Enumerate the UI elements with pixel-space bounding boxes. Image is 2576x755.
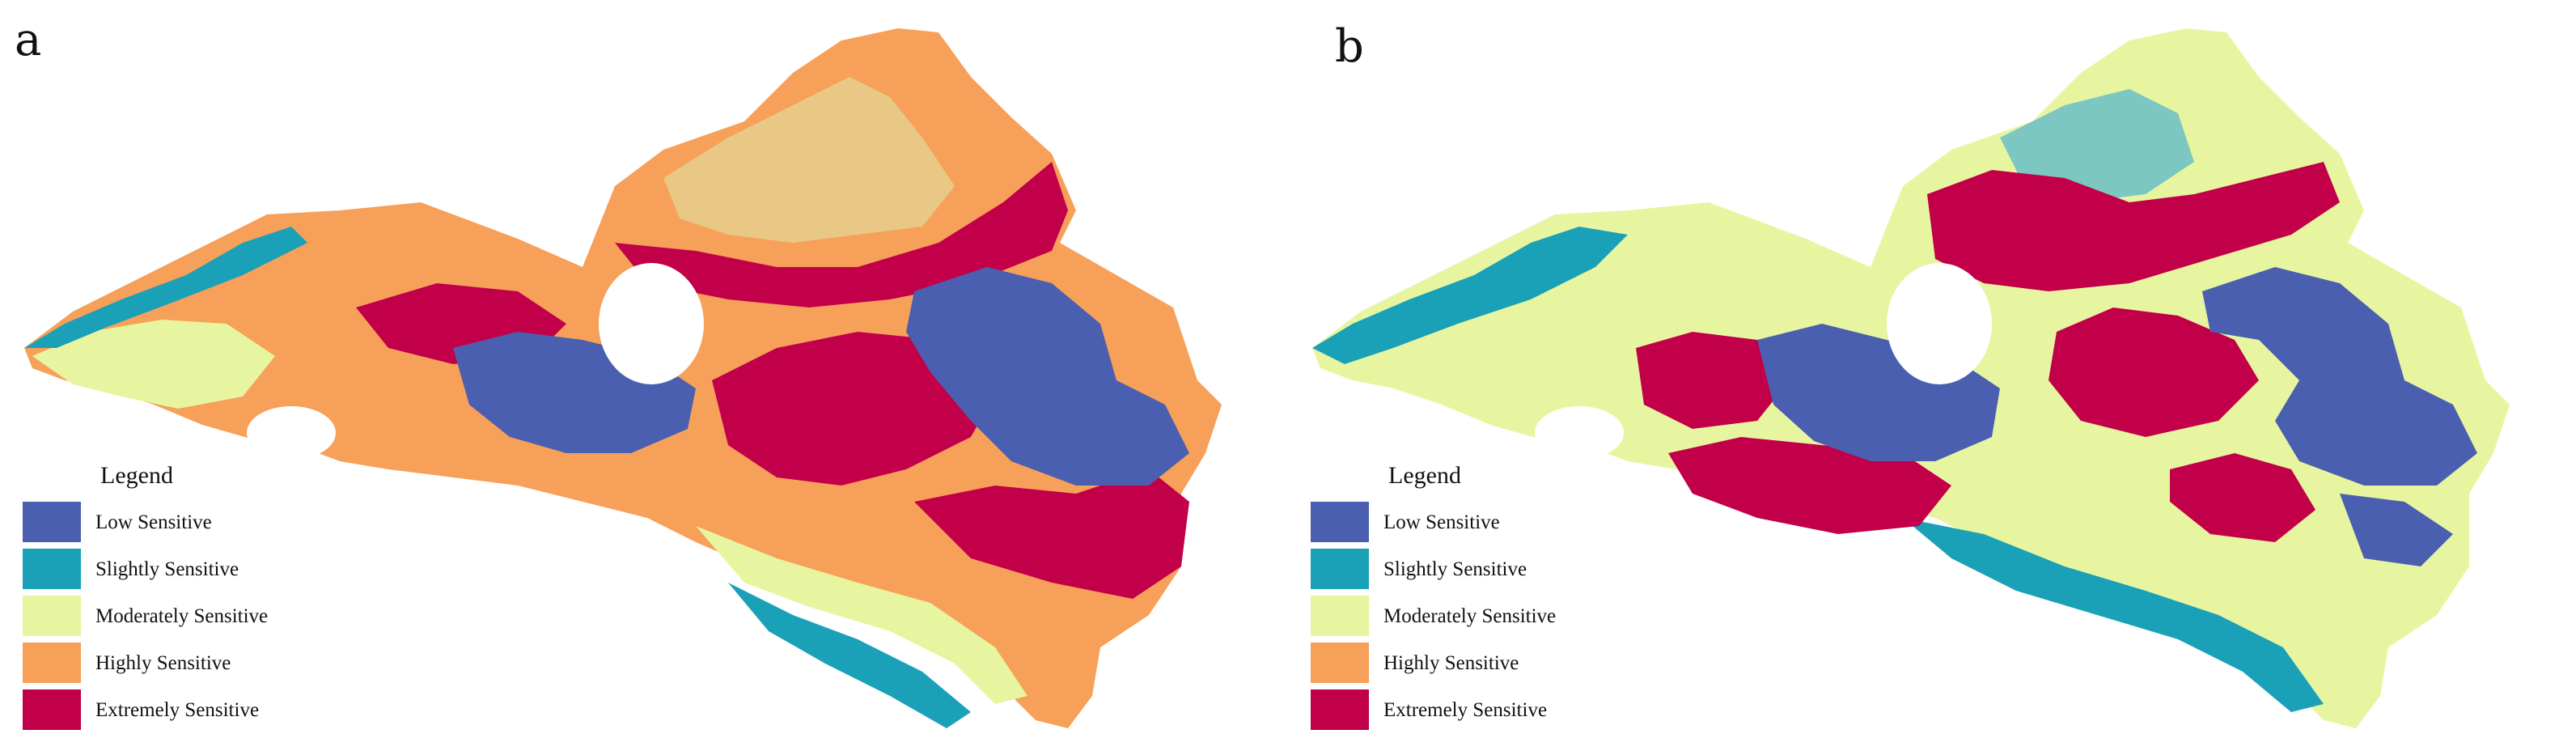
region-moderately-sensitive-west	[32, 320, 275, 409]
region-extremely-sensitive-southeast	[2170, 453, 2315, 542]
legend-swatch	[23, 643, 81, 683]
region-extremely-sensitive-north	[1927, 162, 2340, 291]
legend-label: Slightly Sensitive	[95, 558, 239, 580]
legend-title: Legend	[100, 462, 173, 489]
legend-item-low: Low Sensitive	[23, 498, 314, 545]
legend-label: Low Sensitive	[95, 511, 212, 533]
legend-label: Highly Sensitive	[1383, 651, 1519, 674]
legend-label: Extremely Sensitive	[95, 698, 260, 721]
lake-large	[599, 263, 704, 384]
legend-swatch	[23, 549, 81, 589]
region-slightly-sensitive-west	[24, 227, 307, 348]
legend-item-highly: Highly Sensitive	[23, 639, 314, 686]
region-slightly-sensitive-west	[1312, 227, 1628, 364]
legend-item-slightly: Slightly Sensitive	[1311, 545, 1602, 592]
legend-label: Highly Sensitive	[95, 651, 231, 674]
legend-item-slightly: Slightly Sensitive	[23, 545, 314, 592]
sensitivity-map-a	[24, 28, 1222, 728]
legend-swatch	[1311, 596, 1369, 636]
legend-label: Moderately Sensitive	[1383, 604, 1557, 627]
lake-west	[1535, 406, 1624, 460]
legend-label: Low Sensitive	[1383, 511, 1500, 533]
region-extremely-sensitive-center	[2049, 308, 2259, 437]
panel-a: a Legend Low Sensitive Slightly Sensitiv…	[15, 14, 1222, 733]
region-moderately-sensitive-north	[663, 77, 955, 243]
region-moderately-sensitive-south	[696, 526, 1027, 704]
legend-label: Slightly Sensitive	[1383, 558, 1527, 580]
legend-item-extremely: Extremely Sensitive	[23, 686, 314, 733]
region-slightly-sensitive-south	[728, 583, 971, 728]
legend-a: Legend Low Sensitive Slightly Sensitive …	[23, 461, 314, 733]
legend-title: Legend	[1388, 462, 1461, 489]
sensitivity-map-b	[1312, 28, 2510, 728]
legend-label: Moderately Sensitive	[95, 604, 269, 627]
legend-item-moderately: Moderately Sensitive	[23, 592, 314, 639]
region-low-sensitive-south	[2340, 494, 2453, 566]
legend-b: Legend Low Sensitive Slightly Sensitive …	[1311, 461, 1602, 733]
legend-swatch	[1311, 549, 1369, 589]
region-low-sensitive-east	[2202, 267, 2477, 486]
region-slightly-sensitive-south	[1903, 518, 2324, 712]
region-slightly-sensitive-north	[2000, 89, 2194, 202]
region-low-sensitive-east	[906, 267, 1189, 486]
region-extremely-sensitive-west	[1636, 332, 1790, 429]
region-extremely-sensitive-north	[615, 162, 1068, 308]
panel-b: b Legend Low Sensitive Slightly Sensitiv…	[1288, 0, 2576, 755]
panel-label-b: b	[1335, 20, 1364, 73]
legend-label: Extremely Sensitive	[1383, 698, 1548, 721]
legend-item-highly: Highly Sensitive	[1311, 639, 1602, 686]
lake-west	[247, 406, 336, 460]
legend-item-extremely: Extremely Sensitive	[1311, 686, 1602, 733]
legend-swatch	[1311, 502, 1369, 542]
legend-item-moderately: Moderately Sensitive	[1311, 592, 1602, 639]
legend-swatch	[23, 689, 81, 730]
region-extremely-sensitive-east	[914, 469, 1189, 599]
legend-swatch	[1311, 643, 1369, 683]
legend-swatch	[23, 596, 81, 636]
panel-label-a: a	[15, 14, 42, 66]
lake-large	[1887, 263, 1992, 384]
legend-item-low: Low Sensitive	[1311, 498, 1602, 545]
legend-swatch	[23, 502, 81, 542]
legend-swatch	[1311, 689, 1369, 730]
